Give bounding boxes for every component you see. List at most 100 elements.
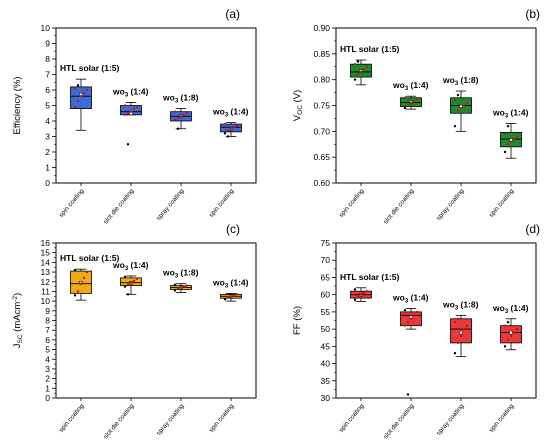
data-point (453, 99, 457, 102)
data-point (415, 310, 419, 314)
group-label-prefix: wo (162, 93, 175, 103)
group-label-suffix: (1:8) (178, 268, 198, 278)
data-point (503, 150, 507, 154)
data-point (406, 393, 410, 396)
data-point (135, 277, 139, 281)
box-group (120, 102, 142, 146)
panel-label: (d) (525, 222, 540, 236)
y-tick-label: 13 (41, 267, 51, 277)
y-tick-label: 4 (45, 116, 50, 126)
y-tick-label: 12 (41, 277, 51, 287)
x-tick-label: spin coating (208, 403, 236, 434)
data-point (232, 294, 236, 297)
data-point (73, 294, 77, 297)
y-tick-label: 0.80 (313, 75, 330, 85)
group-label-sub: 3 (175, 274, 179, 280)
data-point (409, 317, 413, 320)
y-tick-label: 2 (45, 147, 50, 157)
data-point (362, 291, 366, 295)
y-tick-label: 5 (45, 345, 50, 355)
x-tick-label: spray coating (155, 187, 185, 221)
data-point (126, 112, 130, 115)
y-label-main: Efficiency (%) (12, 77, 23, 135)
data-point (126, 143, 130, 146)
data-point (226, 296, 230, 299)
y-tick-label: 7 (45, 325, 50, 335)
y-tick-label: 50 (321, 324, 331, 334)
panel-label: (b) (525, 7, 540, 21)
panel-b: (b) 0.60 0.65 0.70 0.75 0.80 0.85 0.90 VOC (V) sp… (292, 7, 540, 226)
data-point (359, 70, 363, 74)
group-label-suffix: (1:4) (128, 260, 148, 270)
y-tick-label: 8 (45, 316, 50, 326)
data-point (182, 113, 186, 117)
plot-frame (55, 242, 257, 399)
data-point (362, 68, 366, 71)
box-group (450, 314, 472, 358)
data-point (453, 124, 457, 128)
y-tick-label: 14 (41, 257, 51, 267)
data-point (403, 96, 407, 99)
y-label-sup: -2 (12, 296, 19, 302)
group-label-sub: 3 (505, 309, 509, 315)
group-label: wo3 (1:4) (112, 86, 149, 98)
y-tick-label: 0.90 (313, 23, 330, 33)
panel-label: (c) (226, 222, 240, 236)
x-tick-label: spin coating (58, 403, 86, 434)
box-group (170, 108, 192, 130)
data-point (503, 345, 507, 348)
group-label-text: HTL solar (1:5) (60, 253, 120, 263)
y-axis-label: VOC (V) (292, 90, 304, 121)
data-point (415, 98, 419, 101)
y-tick-label: 40 (321, 359, 331, 369)
y-tick-label: 60 (321, 290, 331, 300)
y-tick-label: 0.60 (313, 178, 330, 188)
group-label-sub: 3 (455, 305, 459, 311)
data-point (126, 283, 130, 286)
y-label-main: V (292, 114, 303, 121)
group-label-text: HTL solar (1:5) (60, 63, 120, 73)
data-point (123, 275, 127, 279)
group-label: wo3 (1:4) (212, 107, 249, 119)
data-point (503, 324, 507, 327)
data-point (176, 116, 180, 120)
data-point (462, 327, 466, 331)
y-tick-label: 0.75 (313, 101, 330, 111)
y-tick-label: 1 (45, 383, 50, 393)
group-label-prefix: wo (112, 260, 125, 270)
mean-marker (459, 330, 463, 335)
y-tick-label: 35 (321, 376, 331, 386)
x-tick-label: spray coating (435, 187, 465, 221)
group-label: wo3 (1:8) (442, 75, 479, 87)
group-label: wo3 (1:4) (212, 277, 249, 289)
y-label-main: J (12, 343, 23, 348)
group-label: HTL solar (1:5) (340, 44, 400, 54)
data-point (365, 290, 369, 293)
y-tick-label: 2 (45, 374, 50, 384)
x-tick-label: spray coating (155, 402, 185, 436)
data-point (73, 105, 77, 109)
data-point (182, 285, 186, 288)
data-point (79, 95, 83, 98)
group-label-suffix: (1:4) (408, 292, 428, 302)
y-tick-label: 45 (321, 341, 331, 351)
group-label-sub: 3 (455, 81, 459, 87)
data-point (176, 127, 180, 130)
data-point (412, 100, 416, 103)
group-label-suffix: (1:4) (228, 107, 248, 117)
data-point (406, 321, 410, 324)
data-point (509, 140, 513, 143)
y-tick-label: 6 (45, 85, 50, 95)
group-label-prefix: wo (212, 277, 225, 287)
x-tick-label: spray coating (435, 402, 465, 436)
data-point (179, 286, 183, 289)
group-label-prefix: wo (212, 107, 225, 117)
data-point (176, 287, 180, 290)
data-point (506, 143, 510, 146)
y-axis-label: Efficiency (%) (12, 77, 23, 135)
plot-frame (335, 242, 537, 399)
y-label-main: FF (%) (292, 306, 303, 335)
group-label-sub: 3 (125, 266, 129, 272)
y-tick-label: 30 (321, 393, 331, 403)
group-label-prefix: wo (392, 292, 405, 302)
